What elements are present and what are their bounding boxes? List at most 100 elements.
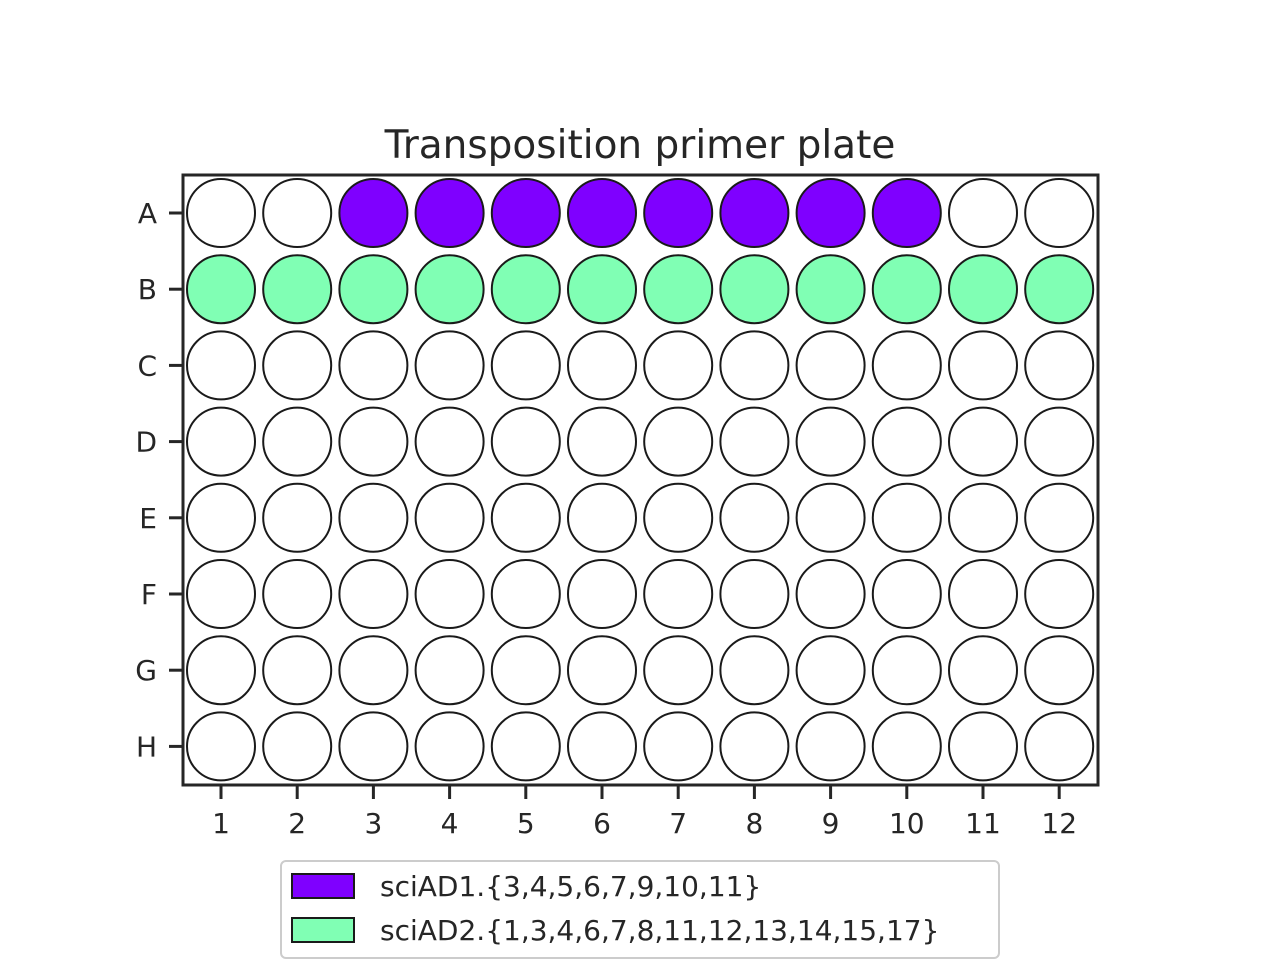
well-E5 xyxy=(490,482,561,553)
well-C7 xyxy=(643,330,714,401)
well-E1 xyxy=(186,482,256,553)
well-E12 xyxy=(1024,482,1095,553)
well-G2 xyxy=(262,635,333,706)
well-H5 xyxy=(490,711,561,782)
well-B4 xyxy=(414,254,485,325)
well-G4 xyxy=(414,635,485,706)
well-B8 xyxy=(719,254,790,325)
well-H11 xyxy=(948,711,1018,782)
well-B1 xyxy=(186,254,256,325)
well-D9 xyxy=(795,406,866,477)
legend-box xyxy=(280,860,1000,959)
well-A5 xyxy=(490,178,561,248)
well-G6 xyxy=(567,635,637,706)
well-H1 xyxy=(186,711,256,782)
well-H8 xyxy=(719,711,790,782)
well-A3 xyxy=(338,178,409,248)
well-E7 xyxy=(643,482,714,553)
well-D2 xyxy=(262,406,333,477)
well-F9 xyxy=(795,559,866,629)
well-H4 xyxy=(414,711,485,782)
row-label-E: E xyxy=(139,502,157,535)
well-B9 xyxy=(795,254,866,325)
well-G7 xyxy=(643,635,714,706)
well-H10 xyxy=(871,711,942,782)
well-G11 xyxy=(948,635,1018,706)
column-label-1: 1 xyxy=(212,807,230,840)
well-F7 xyxy=(643,559,714,629)
well-C6 xyxy=(567,330,637,401)
well-C9 xyxy=(795,330,866,401)
well-D3 xyxy=(338,406,409,477)
well-D5 xyxy=(490,406,561,477)
row-label-C: C xyxy=(137,349,157,382)
well-D4 xyxy=(414,406,485,477)
well-F12 xyxy=(1024,559,1095,629)
well-F5 xyxy=(490,559,561,629)
well-D1 xyxy=(186,406,256,477)
column-label-2: 2 xyxy=(288,807,306,840)
well-A12 xyxy=(1024,178,1095,248)
well-F1 xyxy=(186,559,256,629)
well-E3 xyxy=(338,482,409,553)
well-E4 xyxy=(414,482,485,553)
well-A10 xyxy=(871,178,942,248)
well-D8 xyxy=(719,406,790,477)
well-E8 xyxy=(719,482,790,553)
well-H7 xyxy=(643,711,714,782)
wells-layer xyxy=(186,178,1095,782)
well-B11 xyxy=(948,254,1018,325)
legend-label-sciAD1: sciAD1.{3,4,5,6,7,9,10,11} xyxy=(380,870,761,903)
well-D10 xyxy=(871,406,942,477)
well-G5 xyxy=(490,635,561,706)
well-E10 xyxy=(871,482,942,553)
well-F2 xyxy=(262,559,333,629)
well-A11 xyxy=(948,178,1018,248)
well-C10 xyxy=(871,330,942,401)
row-label-H: H xyxy=(136,730,157,763)
well-H3 xyxy=(338,711,409,782)
well-F10 xyxy=(871,559,942,629)
well-A8 xyxy=(719,178,790,248)
column-label-10: 10 xyxy=(889,807,925,840)
well-D6 xyxy=(567,406,637,477)
legend: sciAD1.{3,4,5,6,7,9,10,11} sciAD2.{1,3,4… xyxy=(280,860,1000,959)
well-A6 xyxy=(567,178,637,248)
row-label-G: G xyxy=(135,654,157,687)
well-C12 xyxy=(1024,330,1095,401)
well-B12 xyxy=(1024,254,1095,325)
column-label-9: 9 xyxy=(822,807,840,840)
well-A2 xyxy=(262,178,333,248)
well-F3 xyxy=(338,559,409,629)
well-G8 xyxy=(719,635,790,706)
well-G3 xyxy=(338,635,409,706)
well-D12 xyxy=(1024,406,1095,477)
well-H9 xyxy=(795,711,866,782)
legend-swatch-sciAD1 xyxy=(291,873,355,899)
well-B10 xyxy=(871,254,942,325)
well-D11 xyxy=(948,406,1018,477)
well-A7 xyxy=(643,178,714,248)
well-F4 xyxy=(414,559,485,629)
well-G1 xyxy=(186,635,256,706)
plate-frame xyxy=(181,173,1100,787)
well-C4 xyxy=(414,330,485,401)
well-F11 xyxy=(948,559,1018,629)
column-label-3: 3 xyxy=(364,807,382,840)
well-E9 xyxy=(795,482,866,553)
well-H6 xyxy=(567,711,637,782)
well-H2 xyxy=(262,711,333,782)
column-label-7: 7 xyxy=(669,807,687,840)
well-A4 xyxy=(414,178,485,248)
well-E6 xyxy=(567,482,637,553)
well-B3 xyxy=(338,254,409,325)
well-B5 xyxy=(490,254,561,325)
well-E2 xyxy=(262,482,333,553)
well-C1 xyxy=(186,330,256,401)
well-C3 xyxy=(338,330,409,401)
well-A9 xyxy=(795,178,866,248)
row-label-F: F xyxy=(141,578,157,611)
well-H12 xyxy=(1024,711,1095,782)
well-G9 xyxy=(795,635,866,706)
